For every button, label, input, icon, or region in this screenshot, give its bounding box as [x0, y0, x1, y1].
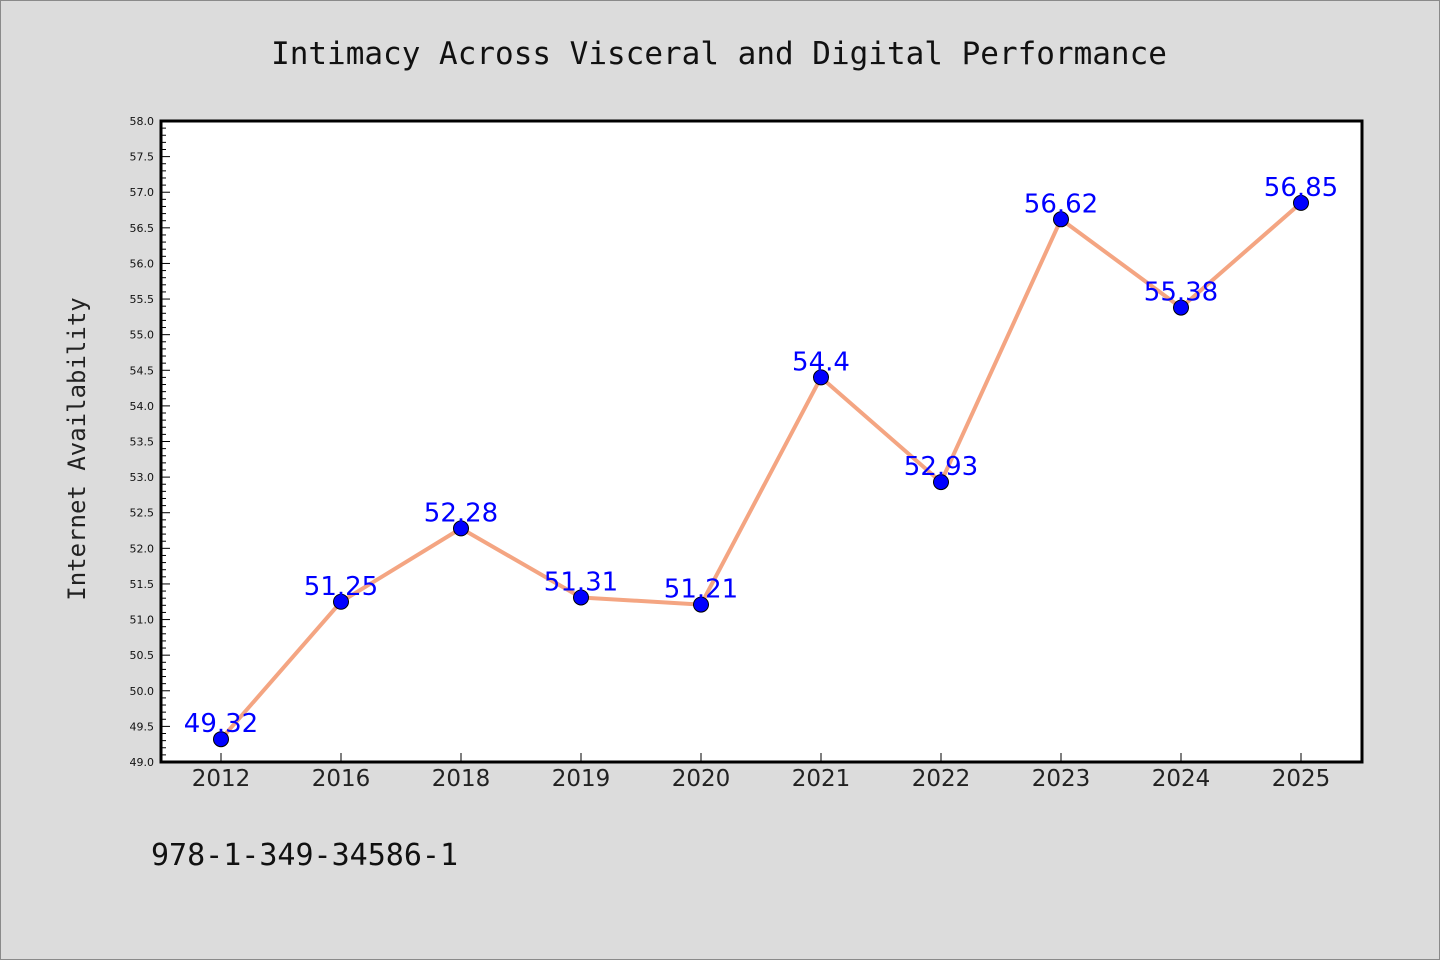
y-tick-label: 49.0	[130, 756, 155, 769]
data-point	[813, 369, 829, 386]
y-tick-label: 53.5	[130, 436, 155, 449]
y-tick-label: 53.0	[130, 471, 155, 484]
data-label: 55.38	[1144, 278, 1218, 308]
x-tick-label: 2023	[1032, 766, 1091, 792]
y-tick-label: 56.0	[130, 257, 155, 270]
x-tick-label: 2018	[432, 766, 491, 792]
y-tick-label: 49.5	[130, 720, 155, 733]
x-tick-label: 2024	[1152, 766, 1211, 792]
x-tick-label: 2012	[192, 766, 251, 792]
y-tick-label: 55.5	[130, 293, 155, 306]
y-tick-label: 54.5	[130, 364, 155, 377]
x-tick-label: 2016	[312, 766, 371, 792]
y-tick-label: 54.0	[130, 400, 155, 413]
y-tick-label: 51.0	[130, 614, 155, 627]
x-tick-label: 2021	[792, 766, 851, 792]
data-point	[1173, 299, 1189, 316]
data-point	[333, 593, 349, 610]
data-label: 49.32	[184, 709, 258, 739]
x-axis-ticks: 2012 2016 2018 2019 2020 2021 2022 2023 2024 2025	[192, 753, 1331, 792]
data-point	[933, 474, 949, 491]
data-label: 56.62	[1024, 189, 1098, 219]
data-point	[1053, 211, 1069, 228]
x-tick-label: 2020	[672, 766, 731, 792]
y-tick-label: 58.0	[130, 115, 155, 128]
data-markers	[213, 194, 1309, 748]
data-point	[693, 596, 709, 613]
chart-title: Intimacy Across Visceral and Digital Per…	[271, 36, 1167, 72]
y-tick-label: 52.5	[130, 507, 155, 520]
x-tick-label: 2025	[1272, 766, 1331, 792]
x-tick-label: 2019	[552, 766, 611, 792]
y-tick-label: 51.5	[130, 578, 155, 591]
y-axis-label: Internet Availability	[63, 297, 91, 600]
data-label: 51.21	[664, 575, 738, 605]
y-tick-label: 55.0	[130, 329, 155, 342]
data-label: 51.25	[304, 572, 378, 602]
y-axis-ticks: 49.0 49.5 50.0 50.5 51.0 51.5 52.0 52.5 53.0 53.5…	[130, 115, 170, 769]
series-line-group	[219, 200, 1303, 742]
y-tick-label: 50.5	[130, 649, 155, 662]
series-line	[219, 200, 1303, 742]
data-point	[1293, 194, 1309, 211]
y-tick-label: 57.0	[130, 186, 155, 199]
plot-area	[159, 119, 1364, 764]
data-labels: 49.32 51.25 52.28 51.31 51.21 54.4 52.93 56.62 5…	[184, 173, 1338, 739]
data-point	[453, 520, 469, 537]
y-tick-label: 50.0	[130, 685, 155, 698]
data-label: 56.85	[1264, 173, 1338, 203]
data-point	[573, 589, 589, 606]
data-label: 54.4	[792, 347, 850, 377]
y-tick-label: 56.5	[130, 222, 155, 235]
footer-code: 978-1-349-34586-1	[151, 838, 458, 873]
y-tick-label: 57.5	[130, 151, 155, 164]
data-label: 52.28	[424, 498, 498, 528]
data-label: 52.93	[904, 452, 978, 482]
x-tick-label: 2022	[912, 766, 971, 792]
y-tick-label: 52.0	[130, 542, 155, 555]
data-point	[213, 731, 229, 748]
data-label: 51.31	[544, 567, 618, 597]
